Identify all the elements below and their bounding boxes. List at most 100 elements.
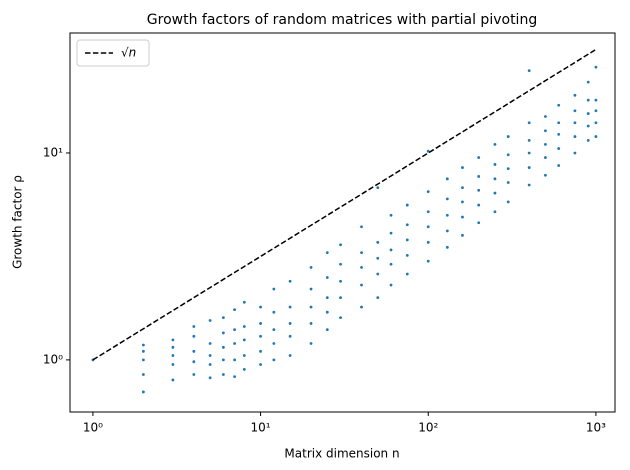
- x-tick-label: 10³: [586, 421, 606, 435]
- legend-label: √n: [121, 46, 136, 60]
- scatter-point: [272, 328, 276, 332]
- scatter-point: [506, 153, 510, 157]
- scatter-point: [221, 345, 225, 349]
- scatter-point: [221, 373, 225, 376]
- scatter-point: [141, 349, 145, 353]
- scatter-point: [527, 151, 531, 155]
- scatter-point: [389, 262, 393, 266]
- scatter-point: [171, 345, 175, 349]
- scatter-point: [141, 343, 145, 347]
- scatter-point: [309, 265, 313, 269]
- scatter-point: [461, 200, 464, 204]
- scatter-point: [445, 213, 449, 217]
- scatter-point: [389, 231, 393, 235]
- scatter-point: [171, 338, 175, 342]
- scatter-point: [493, 143, 497, 146]
- scatter-point: [506, 200, 510, 204]
- scatter-point: [594, 109, 598, 113]
- scatter-point: [506, 181, 510, 184]
- scatter-point: [233, 308, 237, 312]
- scatter-point: [477, 188, 481, 192]
- scatter-point: [405, 272, 409, 276]
- axes-frame: [69, 32, 616, 413]
- scatter-point: [233, 358, 237, 362]
- scatter-point: [272, 342, 276, 345]
- scatter-point: [376, 240, 380, 244]
- scatter-point: [192, 349, 196, 353]
- scatter-point: [426, 225, 430, 229]
- scatter-point: [171, 354, 175, 357]
- scatter-point: [242, 354, 246, 357]
- scatter-point: [242, 325, 246, 328]
- scatter-point: [557, 164, 561, 167]
- scatter-point: [309, 342, 313, 345]
- scatter-point: [544, 143, 547, 146]
- reference-line: [92, 48, 597, 361]
- scatter-point: [360, 305, 363, 309]
- scatter-point: [594, 121, 598, 125]
- scatter-point: [242, 338, 246, 342]
- scatter-point: [288, 334, 292, 338]
- scatter-point: [339, 316, 342, 320]
- scatter-point: [557, 132, 561, 136]
- scatter-point: [389, 248, 393, 252]
- scatter-point: [426, 210, 430, 214]
- scatter-point: [192, 325, 196, 328]
- scatter-point: [171, 363, 175, 366]
- scatter-point: [272, 310, 276, 314]
- scatter-point: [405, 238, 409, 242]
- scatter-point: [445, 229, 449, 233]
- scatter-point: [288, 354, 292, 357]
- scatter-point: [461, 233, 464, 237]
- scatter-point: [192, 373, 196, 376]
- scatter-point: [325, 276, 329, 279]
- scatter-point: [445, 197, 449, 201]
- scatter-point: [405, 253, 409, 257]
- y-tick-label: 10⁰: [43, 352, 63, 366]
- scatter-point: [339, 243, 342, 247]
- scatter-point: [461, 215, 464, 219]
- scatter-point: [477, 156, 481, 159]
- scatter-point: [586, 139, 590, 142]
- chart-title: Growth factors of random matrices with p…: [147, 12, 537, 28]
- scatter-point: [445, 177, 449, 181]
- scatter-point: [141, 358, 145, 362]
- scatter-point: [309, 322, 313, 325]
- scatter-point: [192, 360, 196, 364]
- x-tick-label: 10⁰: [83, 421, 103, 435]
- scatter-point: [493, 210, 497, 214]
- scatter-point: [573, 121, 577, 125]
- scatter-point: [221, 358, 225, 362]
- scatter-point: [527, 69, 531, 73]
- scatter-point: [389, 213, 393, 217]
- scatter-point: [477, 203, 481, 207]
- scatter-point: [376, 296, 380, 300]
- scatter-point: [376, 186, 380, 190]
- scatter-point: [544, 129, 547, 133]
- x-axis-label: Matrix dimension n: [284, 447, 399, 461]
- scatter-point: [405, 203, 409, 207]
- scatter-point: [405, 223, 409, 227]
- scatter-point: [493, 191, 497, 195]
- scatter-point: [192, 334, 196, 338]
- scatter-point: [557, 147, 561, 150]
- scatter-point: [573, 93, 577, 97]
- scatter-point: [339, 262, 342, 266]
- scatter-point: [325, 296, 329, 300]
- scatter-point: [325, 310, 329, 314]
- scatter-point: [493, 163, 497, 166]
- scatter-point: [259, 349, 262, 353]
- scatter-point: [259, 334, 262, 338]
- scatter-point: [527, 183, 531, 187]
- y-axis-label: Growth factor ρ: [11, 175, 25, 269]
- scatter-point: [208, 376, 212, 380]
- scatter-point: [527, 139, 531, 142]
- scatter-point: [573, 151, 577, 155]
- y-tick-label: 10¹: [43, 145, 63, 159]
- scatter-point: [272, 358, 276, 362]
- scatter-point: [461, 186, 464, 190]
- scatter-point: [259, 363, 262, 366]
- scatter-point: [426, 259, 430, 263]
